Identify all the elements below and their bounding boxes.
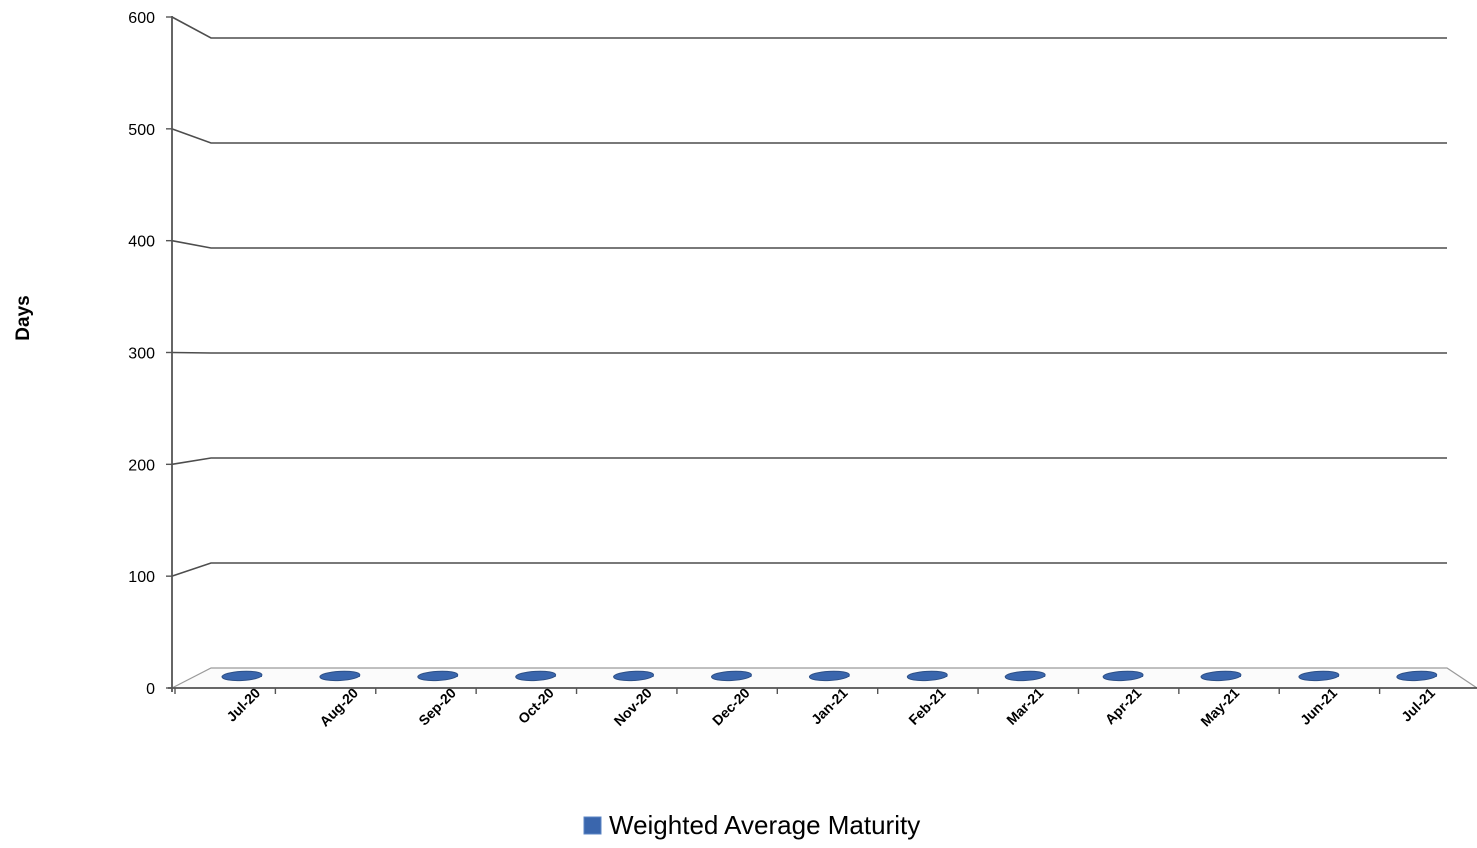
x-tick-label: Mar-21 [1003,685,1046,728]
x-tick-label: May-21 [1197,685,1242,730]
y-tick-label: 500 [128,122,155,139]
bar [1004,670,1046,682]
bar [319,670,361,682]
bar [1102,670,1144,682]
bar [221,670,263,682]
grid-layer [171,16,1447,577]
x-tick-labels: Jul-20 Aug-20 Sep-20 Oct-20 Nov-20 Dec-20 Jan-… [223,685,1438,730]
bar [1200,670,1242,682]
gridline [171,128,1447,144]
x-tick-label: Oct-20 [515,685,557,727]
x-tick-label: Feb-21 [905,685,948,728]
y-tick-label: 200 [128,457,155,474]
x-tick-label: Nov-20 [611,685,655,729]
y-tick-label: 600 [128,10,155,27]
legend-swatch [583,816,602,835]
bar [1298,670,1340,682]
x-tick-label: Sep-20 [415,685,459,729]
y-axis-label: Days [13,295,34,340]
y-tick-label: 0 [146,681,155,698]
bar [515,670,557,682]
axis-layer [166,16,1477,694]
x-tick-label: Jan-21 [808,685,851,728]
legend-label: Weighted Average Maturity [609,810,920,840]
x-tick-label: Jul-21 [1398,685,1438,725]
x-tick-label: Dec-20 [709,685,753,729]
legend: Weighted Average Maturity [583,810,920,840]
bar-layer [221,670,1438,682]
bar [1396,670,1438,682]
gridline [171,239,1447,249]
y-tick-labels: 0 100 200 300 400 500 600 [128,10,155,698]
y-tick-label: 400 [128,234,155,251]
x-tick-label: Aug-20 [316,685,361,730]
x-tick-label: Jul-20 [223,685,263,725]
bar [906,670,948,682]
y-tick-label: 300 [128,346,155,363]
gridline [171,16,1447,39]
gridline [171,562,1447,577]
y-tick-label: 100 [128,569,155,586]
bar [808,670,850,682]
bar [613,670,655,682]
gridline [171,457,1447,466]
x-tick-label: Jun-21 [1297,685,1340,728]
x-tick-label: Apr-21 [1102,685,1145,728]
bar [417,670,459,682]
gridline [171,351,1447,354]
bar [711,670,752,682]
